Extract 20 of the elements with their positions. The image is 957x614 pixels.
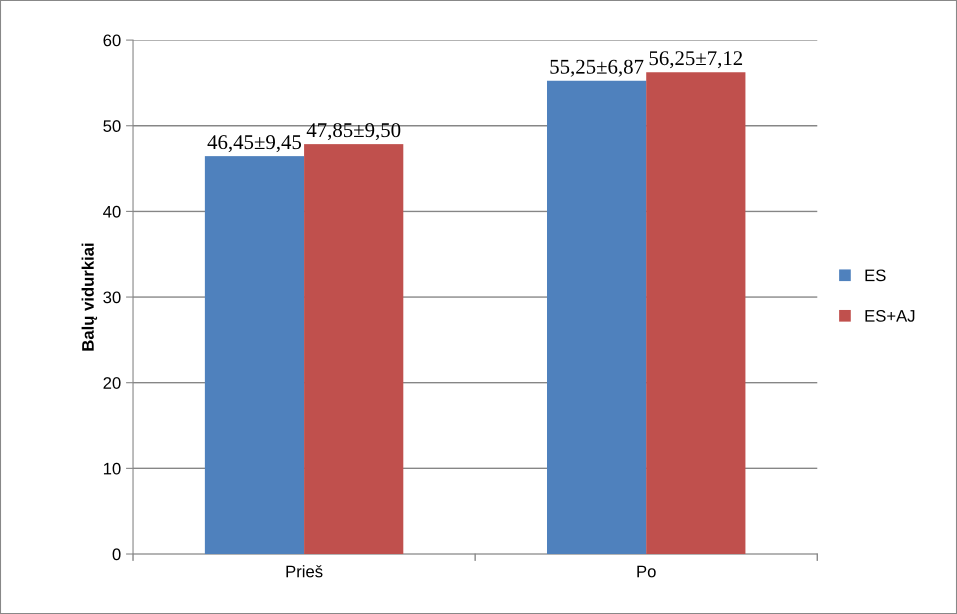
- data-label: 56,25±7,12: [650, 51, 742, 68]
- data-label: 47,85±9,50: [306, 123, 400, 140]
- x-tick-label: Po: [637, 566, 656, 578]
- y-tick-label: 50: [103, 120, 121, 132]
- y-axis-title: Balų vidurkiai: [82, 244, 98, 351]
- bar: [546, 80, 646, 554]
- y-tick-label: 10: [104, 462, 121, 475]
- legend-label: ES: [865, 269, 886, 282]
- legend-label: ES+AJ: [865, 310, 914, 322]
- data-label: 46,45±9,45: [208, 135, 302, 152]
- y-tick-label: 0: [112, 548, 121, 560]
- y-tick-label: 40: [103, 206, 121, 218]
- y-tick-label: 30: [103, 291, 121, 304]
- bar: [646, 72, 746, 554]
- bar: [304, 144, 404, 554]
- data-label: 55,25±6,87: [550, 60, 644, 77]
- y-tick-label: 60: [104, 34, 121, 46]
- y-tick-label: 20: [104, 377, 121, 389]
- x-tick-label: Prieš: [286, 565, 322, 578]
- bar: [204, 156, 304, 554]
